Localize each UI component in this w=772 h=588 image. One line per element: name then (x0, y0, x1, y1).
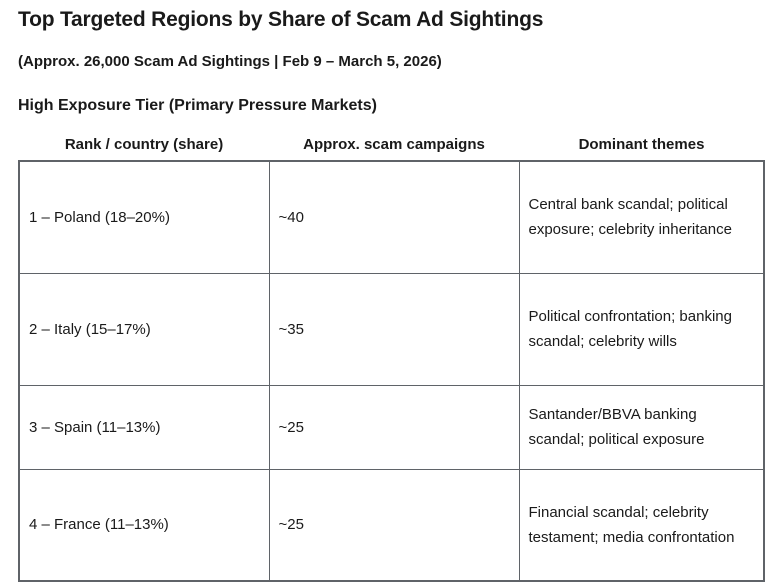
table-header-row: Rank / country (share) Approx. scam camp… (19, 136, 764, 161)
table-row-italy: 2 – Italy (15–17%) ~35 Political confron… (18, 272, 765, 386)
table-row-france: 4 – France (11–13%) ~25 Financial scanda… (18, 468, 765, 582)
themes-cell: Political confrontation; banking scandal… (518, 272, 765, 386)
themes-cell: Santander/BBVA banking scandal; politica… (518, 384, 765, 470)
rank-country-cell: 2 – Italy (15–17%) (18, 272, 270, 386)
campaigns-cell: ~25 (268, 384, 520, 470)
regions-table: Rank / country (share) Approx. scam camp… (18, 136, 765, 582)
rank-country-cell: 1 – Poland (18–20%) (18, 160, 270, 274)
rank-country-cell: 3 – Spain (11–13%) (18, 384, 270, 470)
themes-cell: Central bank scandal; political exposure… (518, 160, 765, 274)
campaigns-cell: ~40 (268, 160, 520, 274)
table-row-spain: 3 – Spain (11–13%) ~25 Santander/BBVA ba… (18, 384, 765, 470)
rank-country-cell: 4 – France (11–13%) (18, 468, 270, 582)
column-header-scam-campaigns: Approx. scam campaigns (303, 136, 485, 153)
column-header-rank-country: Rank / country (share) (64, 136, 224, 153)
column-header-dominant-themes: Dominant themes (578, 136, 705, 153)
table-row-poland: 1 – Poland (18–20%) ~40 Central bank sca… (18, 160, 765, 274)
page-subtitle: (Approx. 26,000 Scam Ad Sightings | Feb … (18, 53, 442, 70)
section-heading: High Exposure Tier (Primary Pressure Mar… (18, 97, 377, 114)
campaigns-cell: ~25 (268, 468, 520, 582)
themes-cell: Financial scandal; celebrity testament; … (518, 468, 765, 582)
page-title: Top Targeted Regions by Share of Scam Ad… (18, 8, 544, 31)
campaigns-cell: ~35 (268, 272, 520, 386)
